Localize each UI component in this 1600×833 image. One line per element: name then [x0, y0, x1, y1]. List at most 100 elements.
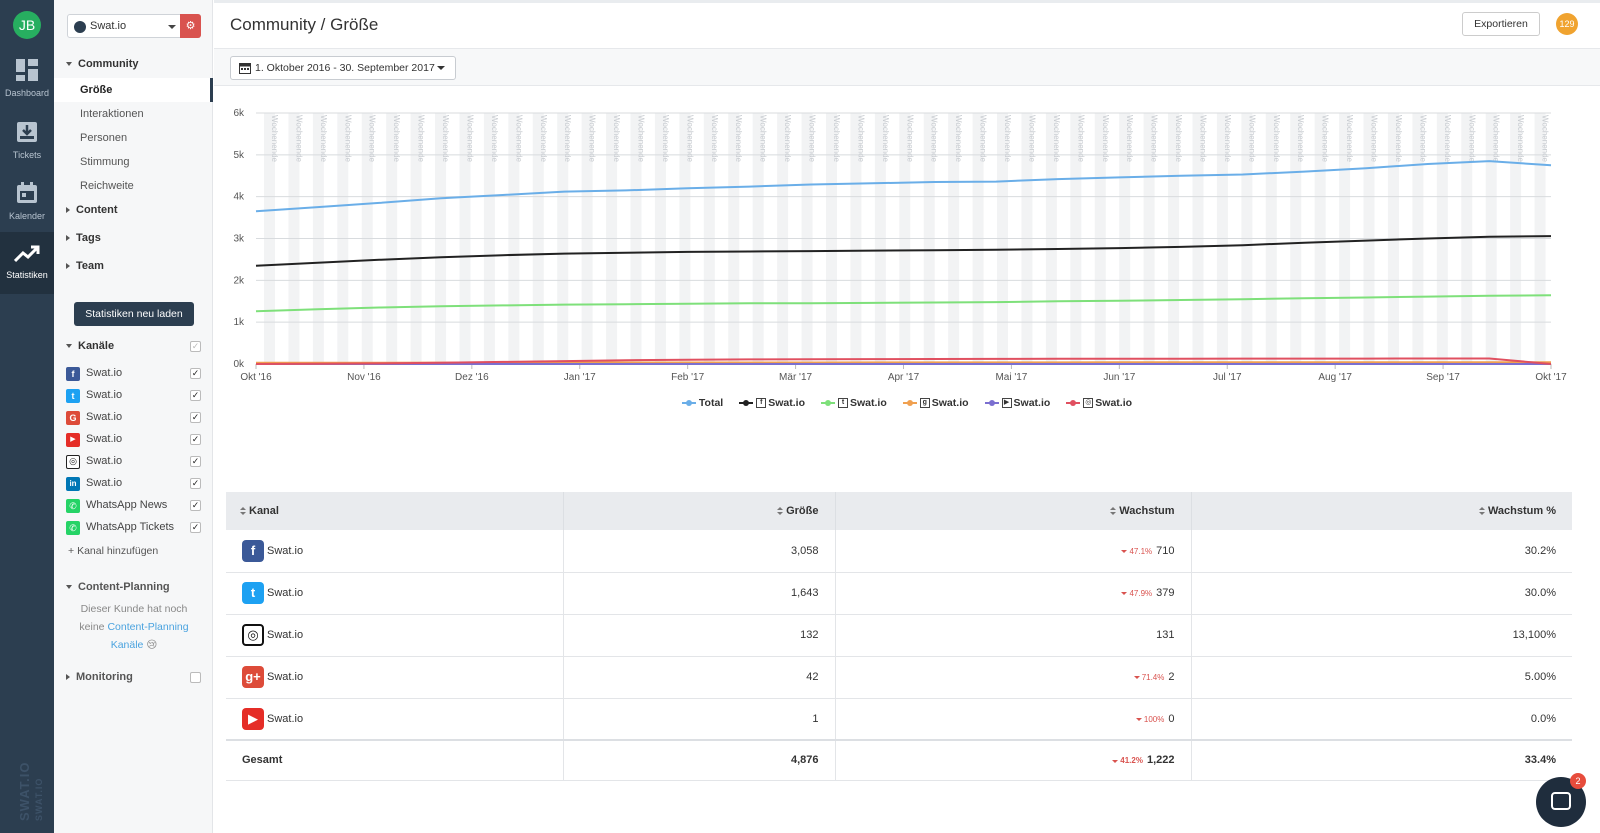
- nav-dashboard[interactable]: Dashboard: [0, 58, 54, 118]
- sidebar-item-stimmung[interactable]: Stimmung: [80, 156, 130, 168]
- weekend-label: Wochenende: [465, 115, 474, 163]
- main-nav-rail: JB Dashboard Tickets Kalender Statistike…: [0, 0, 54, 833]
- channel-item[interactable]: G Swat.io ✓: [66, 408, 201, 428]
- user-avatar[interactable]: JB: [13, 11, 41, 39]
- channel-checkbox[interactable]: ✓: [190, 434, 201, 445]
- y-tick-label: 2k: [233, 275, 245, 286]
- channel-name: Swat.io: [86, 455, 123, 467]
- x-tick-label: Jan '17: [564, 372, 596, 383]
- channel-item[interactable]: f Swat.io ✓: [66, 364, 201, 384]
- channel-name: Swat.io: [86, 389, 123, 401]
- content-planning-link[interactable]: Content-Planning Kanäle: [107, 621, 189, 651]
- table-row[interactable]: t Swat.io 1,643 47.9% 379 30.0%: [226, 572, 1572, 615]
- section-content-label: Content: [76, 204, 118, 216]
- x-tick-label: Okt '16: [240, 372, 272, 383]
- channel-checkbox[interactable]: ✓: [190, 368, 201, 379]
- brand-text: SWAT.IO: [17, 761, 32, 821]
- weekend-label: Wochenende: [441, 115, 450, 163]
- section-channels[interactable]: Kanäle ✓: [66, 340, 201, 352]
- channel-checkbox[interactable]: ✓: [190, 412, 201, 423]
- table-row[interactable]: f Swat.io 3,058 47.1% 710 30.2%: [226, 530, 1572, 573]
- channel-item[interactable]: ▶ Swat.io ✓: [66, 430, 201, 450]
- nav-statistics[interactable]: Statistiken: [0, 232, 54, 294]
- x-tick-label: Jul '17: [1213, 372, 1242, 383]
- section-team[interactable]: Team: [66, 260, 104, 272]
- weekend-label: Wochenende: [417, 115, 426, 163]
- channel-checkbox[interactable]: ✓: [190, 500, 201, 511]
- channel-checkbox[interactable]: ✓: [190, 390, 201, 401]
- channel-name: Swat.io: [267, 712, 304, 725]
- table-row[interactable]: g+ Swat.io 42 71.4% 2 5.00%: [226, 656, 1572, 699]
- channel-item[interactable]: in Swat.io ✓: [66, 474, 201, 494]
- channel-name: Swat.io: [86, 411, 123, 423]
- legend-item[interactable]: t Swat.io: [821, 397, 887, 409]
- col-groesse[interactable]: Größe: [563, 492, 836, 530]
- notification-badge[interactable]: 129: [1556, 13, 1578, 35]
- table-row[interactable]: ▶ Swat.io 1 100% 0 0.0%: [226, 698, 1572, 741]
- channel-name: Swat.io: [267, 628, 304, 641]
- nav-calendar[interactable]: Kalender: [0, 181, 54, 241]
- section-community[interactable]: Community: [66, 58, 139, 70]
- legend-item[interactable]: f Swat.io: [739, 397, 805, 409]
- x-tick-label: Sep '17: [1426, 372, 1460, 383]
- date-range-picker[interactable]: 1. Oktober 2016 - 30. September 2017: [230, 56, 456, 80]
- weekend-label: Wochenende: [979, 115, 988, 163]
- section-content[interactable]: Content: [66, 204, 118, 216]
- weekend-label: Wochenende: [588, 115, 597, 163]
- whatsapp-icon: ✆: [66, 499, 80, 513]
- channel-item[interactable]: ✆ WhatsApp Tickets ✓: [66, 518, 201, 538]
- growth-delta-value: 41.2%: [1120, 756, 1143, 766]
- weekend-label: Wochenende: [1174, 115, 1183, 163]
- twitter-icon: t: [66, 389, 80, 403]
- legend-item[interactable]: Total: [681, 397, 723, 409]
- channel-item[interactable]: ✆ WhatsApp News ✓: [66, 496, 201, 516]
- section-tags[interactable]: Tags: [66, 232, 101, 244]
- col-wachstum-pct[interactable]: Wachstum %: [1191, 492, 1572, 530]
- reload-stats-button[interactable]: Statistiken neu laden: [74, 302, 194, 326]
- sidebar-item-reichweite[interactable]: Reichweite: [80, 180, 134, 192]
- legend-item[interactable]: ◎ Swat.io: [1066, 397, 1132, 409]
- channel-item[interactable]: ◎ Swat.io ✓: [66, 452, 201, 472]
- x-tick-label: Aug '17: [1318, 372, 1352, 383]
- cell-wachstum: 100% 0: [835, 698, 1192, 741]
- main-content: Community / Größe Exportieren 129 1. Okt…: [214, 0, 1600, 833]
- section-tags-label: Tags: [76, 232, 101, 244]
- col-wachstum-pct-label: Wachstum %: [1487, 505, 1556, 517]
- channel-checkbox[interactable]: ✓: [190, 478, 201, 489]
- add-channel-link[interactable]: + Kanal hinzufügen: [68, 545, 158, 557]
- channel-item[interactable]: t Swat.io ✓: [66, 386, 201, 406]
- monitoring-checkbox[interactable]: [190, 672, 201, 683]
- legend-item[interactable]: g Swat.io: [902, 397, 969, 409]
- channels-select-all-checkbox[interactable]: ✓: [190, 341, 201, 352]
- export-button[interactable]: Exportieren: [1462, 12, 1540, 36]
- table-row[interactable]: ◎ Swat.io 132 131 13,100%: [226, 614, 1572, 657]
- weekend-label: Wochenende: [1418, 115, 1427, 163]
- section-content-planning[interactable]: Content-Planning: [66, 581, 170, 593]
- weekend-label: Wochenende: [514, 115, 523, 163]
- x-tick-label: Nov '16: [347, 372, 381, 383]
- channel-checkbox[interactable]: ✓: [190, 522, 201, 533]
- chat-launcher[interactable]: 2: [1536, 773, 1586, 827]
- caret-down-icon: [1121, 592, 1128, 596]
- growth-delta-value: 100%: [1143, 714, 1165, 724]
- col-wachstum[interactable]: Wachstum: [835, 492, 1192, 530]
- growth-value: 2: [1168, 671, 1175, 683]
- growth-delta-value: 47.9%: [1129, 589, 1153, 598]
- x-tick-label: Apr '17: [888, 372, 920, 383]
- twitter-icon: t: [242, 582, 264, 604]
- legend-item[interactable]: ▶ Swat.io: [984, 397, 1050, 409]
- gear-icon[interactable]: ⚙: [180, 14, 201, 38]
- cell-wachstum-pct: 13,100%: [1191, 614, 1572, 657]
- sidebar-item-interaktionen[interactable]: Interaktionen: [80, 108, 144, 120]
- section-monitoring[interactable]: Monitoring: [66, 671, 201, 683]
- growth-value: 0: [1168, 712, 1175, 725]
- sidebar-item-personen[interactable]: Personen: [80, 132, 128, 144]
- sidebar-item-groesse[interactable]: Größe: [54, 78, 213, 102]
- nav-tickets[interactable]: Tickets: [0, 120, 54, 180]
- channel-checkbox[interactable]: ✓: [190, 456, 201, 467]
- cell-total-label: Gesamt: [226, 739, 564, 781]
- account-select[interactable]: Swat.io ⚙: [67, 14, 201, 38]
- section-community-label: Community: [78, 58, 139, 70]
- col-kanal[interactable]: Kanal: [226, 492, 564, 530]
